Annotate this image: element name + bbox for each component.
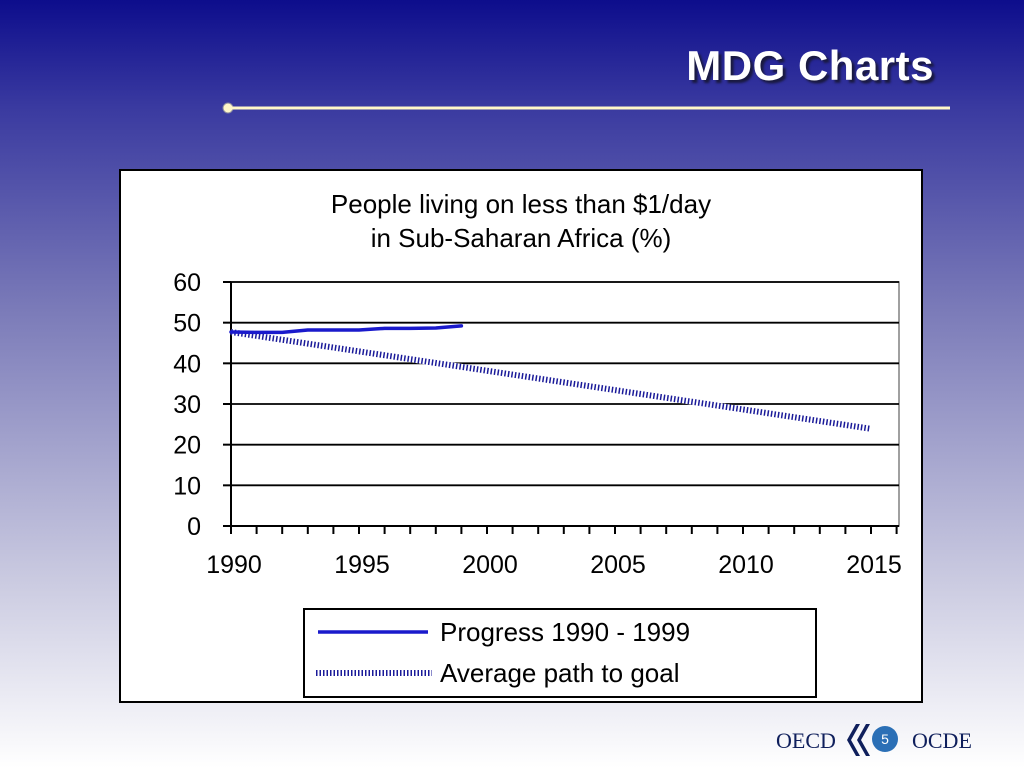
legend: Progress 1990 - 1999 Average path to goal (303, 608, 817, 698)
y-tick-label: 50 (173, 310, 201, 338)
x-tick-label: 2000 (462, 551, 518, 579)
y-tick-label: 10 (173, 472, 201, 500)
axes: 0 10 20 30 40 50 60 1990 1995 2000 2005 2010 2015 (173, 269, 902, 579)
gridlines (230, 281, 900, 527)
x-tick-label: 2005 (590, 551, 646, 579)
chevron-mark-icon (847, 724, 870, 756)
x-tick-label: 1990 (206, 551, 262, 579)
y-tick-label: 40 (173, 350, 201, 378)
oecd-logo-text: OECD (776, 728, 836, 753)
legend-label: Progress 1990 - 1999 (440, 617, 690, 647)
oecd-logo: OECD 5 OCDE (776, 720, 986, 760)
y-tick-label: 60 (173, 269, 201, 297)
x-tick-label: 1995 (334, 551, 390, 579)
y-tick-label: 0 (187, 513, 201, 541)
chart-title-line: in Sub-Saharan Africa (%) (371, 223, 672, 253)
legend-label: Average path to goal (440, 658, 679, 688)
x-tick-label: 2015 (846, 551, 902, 579)
title-underline (222, 102, 950, 114)
series-line-1 (230, 329, 872, 432)
series-lines (229, 324, 872, 432)
line-chart: People living on less than $1/day in Sub-… (173, 189, 902, 698)
chart-title: People living on less than $1/day in Sub-… (331, 189, 711, 253)
x-tick-label: 2010 (718, 551, 774, 579)
chart-panel: People living on less than $1/day in Sub-… (119, 169, 923, 703)
page-number-badge: 5 (872, 726, 898, 752)
y-tick-label: 20 (173, 432, 201, 460)
y-tick-label: 30 (173, 391, 201, 419)
legend-box (303, 608, 817, 698)
series-line-0 (229, 324, 464, 335)
slide-title: MDG Charts (686, 42, 934, 89)
chart-title-line: People living on less than $1/day (331, 189, 711, 219)
ocde-logo-text: OCDE (912, 728, 972, 753)
